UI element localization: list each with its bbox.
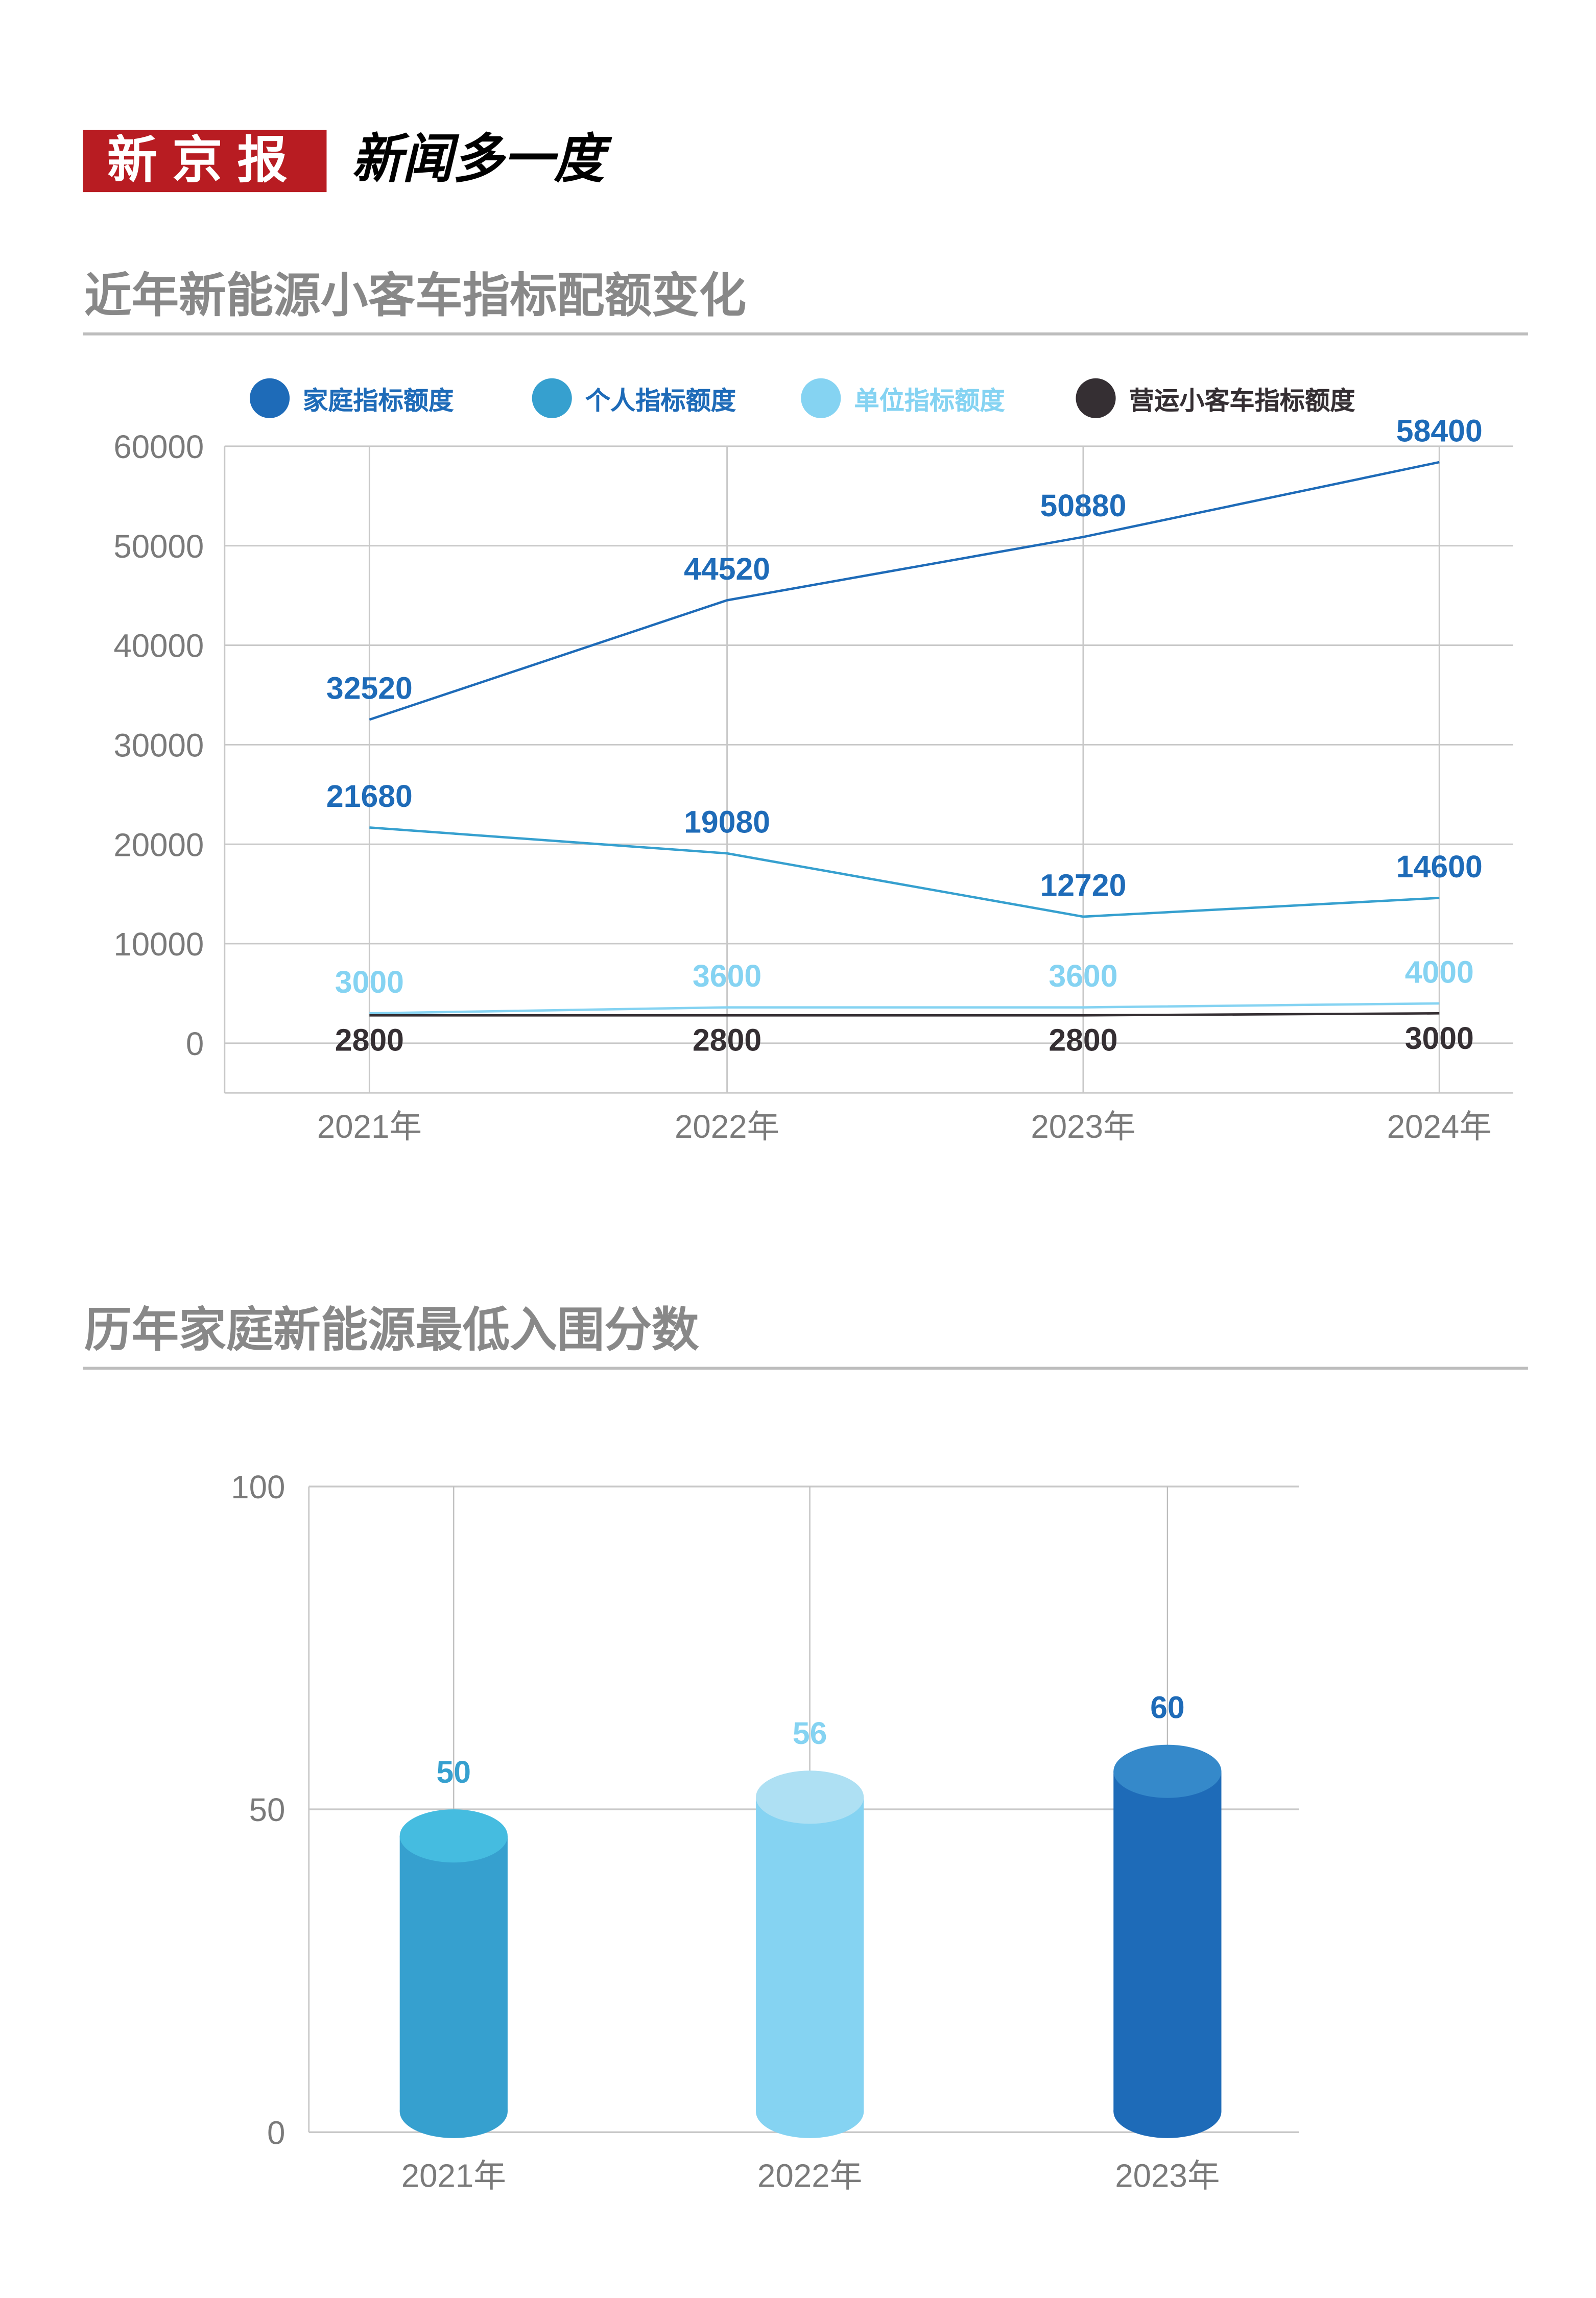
data-label: 3000	[1405, 1021, 1474, 1056]
data-label: 56	[793, 1716, 827, 1751]
series-line-1	[369, 826, 1440, 918]
data-label: 3600	[693, 959, 761, 993]
legend-item-personal: 个人指标额度	[532, 377, 736, 418]
series-line-3	[369, 1012, 1440, 1017]
y-tick-label: 20000	[113, 827, 204, 863]
legend-label: 单位指标额度	[854, 386, 1005, 416]
title-divider	[83, 1367, 1528, 1369]
y-tick-label: 60000	[113, 429, 204, 465]
legend-item-household: 家庭指标额度	[250, 377, 454, 418]
legend-dot-icon	[250, 377, 290, 418]
data-label: 12720	[1040, 868, 1126, 902]
line-chart: 0 10000 20000 30000 40000 50000 60000 2021年 2022…	[113, 414, 1513, 1145]
cylinder-body	[399, 1836, 508, 2112]
x-tick-label: 2022年	[675, 1109, 779, 1145]
legend-dot-icon	[801, 377, 841, 418]
data-label: 2800	[693, 1023, 761, 1058]
legend-dot-icon	[1076, 377, 1116, 418]
cylinder-top	[756, 1770, 864, 1824]
cylinder-top	[399, 1809, 508, 1863]
x-tick-label: 2023年	[1031, 1109, 1135, 1145]
data-label: 60	[1150, 1690, 1185, 1725]
y-tick-label: 100	[231, 1469, 285, 1505]
legend-label: 家庭指标额度	[303, 386, 454, 416]
y-tick-label: 30000	[113, 727, 204, 763]
legend-item-commercial: 营运小客车指标额度	[1076, 377, 1355, 418]
data-label: 14600	[1396, 849, 1483, 884]
x-tick-label: 2021年	[401, 2158, 506, 2194]
newspaper-logo: 新京报	[83, 130, 327, 193]
line-chart-title: 近年新能源小客车指标配额变化	[84, 267, 747, 324]
legend-dot-icon	[532, 377, 572, 418]
y-tick-label: 40000	[113, 628, 204, 664]
series-line-2	[369, 1002, 1440, 1015]
x-tick-label: 2023年	[1115, 2158, 1220, 2194]
data-label: 19080	[684, 805, 770, 840]
data-label: 3600	[1049, 959, 1117, 993]
data-label: 58400	[1396, 414, 1483, 448]
x-tick-label: 2021年	[317, 1109, 422, 1145]
title-divider	[83, 332, 1528, 335]
y-tick-label: 50	[249, 1792, 285, 1828]
slogan: 新闻多一度	[351, 130, 605, 191]
data-label: 50880	[1040, 488, 1126, 523]
cylinder-top	[1113, 1744, 1222, 1798]
y-tick-label: 0	[186, 1026, 204, 1062]
cylinder-body	[756, 1797, 864, 2112]
x-tick-label: 2022年	[757, 2158, 862, 2194]
cylinder-body	[1113, 1771, 1222, 2112]
legend-item-unit: 单位指标额度	[801, 377, 1005, 418]
y-tick-label: 50000	[113, 529, 204, 565]
data-label: 44520	[684, 552, 770, 586]
data-label: 3000	[335, 965, 404, 999]
data-label: 2800	[1049, 1023, 1117, 1058]
data-label: 4000	[1405, 954, 1474, 989]
data-label: 21680	[326, 779, 413, 813]
data-label: 2800	[335, 1023, 404, 1058]
x-tick-label: 2024年	[1387, 1109, 1492, 1145]
legend-label: 个人指标额度	[585, 386, 736, 416]
data-label: 32520	[326, 671, 413, 706]
series-line-0	[369, 461, 1440, 721]
bar-chart-title: 历年家庭新能源最低入围分数	[84, 1302, 699, 1358]
y-tick-label: 10000	[113, 926, 204, 963]
legend-label: 营运小客车指标额度	[1129, 386, 1355, 416]
y-tick-label: 0	[267, 2115, 285, 2151]
data-label: 50	[437, 1755, 471, 1789]
